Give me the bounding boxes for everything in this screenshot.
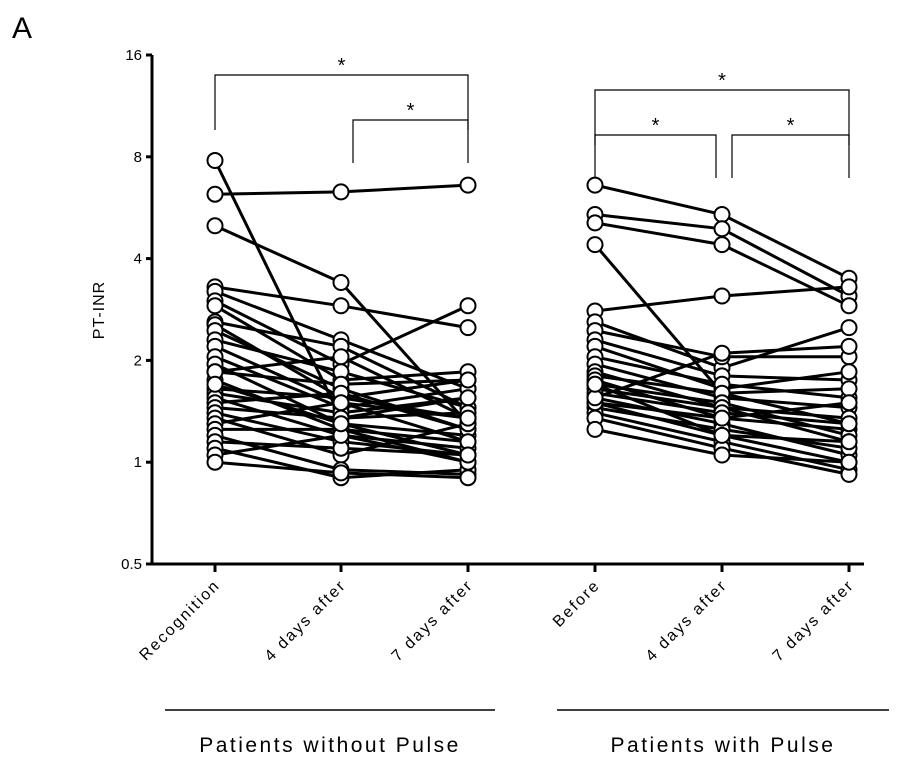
significance-bracket: [214, 74, 469, 130]
x-tick-label: 7 days after: [389, 577, 477, 665]
data-point: [206, 375, 224, 393]
data-point: [206, 297, 224, 315]
data-point: [459, 176, 477, 194]
data-point: [713, 220, 731, 238]
data-points: [206, 152, 858, 487]
x-tick-label: 4 days after: [643, 577, 731, 665]
significance-bracket: [594, 134, 717, 178]
data-point: [840, 394, 858, 412]
data-point: [459, 446, 477, 464]
significance-marker: *: [787, 115, 795, 137]
data-point: [713, 446, 731, 464]
data-point: [332, 394, 350, 412]
data-point: [332, 297, 350, 315]
x-tick-label: Recognition: [137, 577, 224, 664]
data-point: [840, 415, 858, 433]
significance-marker: *: [407, 100, 415, 122]
data-point: [459, 409, 477, 427]
data-point: [713, 409, 731, 427]
data-point: [713, 206, 731, 223]
data-point: [206, 152, 224, 169]
x-tick-label: Before: [550, 577, 604, 631]
data-point: [332, 183, 350, 201]
data-point: [586, 375, 604, 393]
data-point: [713, 236, 731, 254]
significance-brackets: * * * * *: [214, 55, 850, 178]
y-tick-label: 16: [125, 47, 142, 64]
x-tick-label: 4 days after: [262, 577, 350, 665]
data-point: [586, 420, 604, 438]
subject-lines: [213, 159, 850, 480]
data-point: [206, 453, 224, 471]
x-tick-label: 7 days after: [770, 577, 858, 665]
data-point: [840, 363, 858, 381]
data-point: [459, 469, 477, 487]
data-point: [840, 380, 858, 398]
group-label: Patients without Pulse: [199, 734, 461, 757]
significance-marker: *: [338, 55, 346, 77]
data-point: [586, 176, 604, 194]
data-point: [840, 319, 858, 337]
y-tick-label: 0.5: [121, 556, 142, 573]
group-label: Patients with Pulse: [611, 734, 836, 757]
data-point: [332, 464, 350, 482]
significance-bracket: [594, 89, 850, 145]
data-point: [206, 217, 224, 235]
significance-bracket: [731, 134, 850, 178]
data-point: [459, 319, 477, 337]
data-point: [586, 236, 604, 254]
y-tick-label: 2: [134, 352, 142, 369]
data-point: [840, 297, 858, 315]
data-point: [459, 297, 477, 315]
y-axis-label: PT-INR: [91, 281, 108, 339]
data-point: [332, 274, 350, 291]
data-point: [206, 185, 224, 203]
data-point: [840, 337, 858, 355]
data-point: [459, 389, 477, 407]
significance-marker: *: [652, 115, 660, 137]
significance-marker: *: [718, 70, 726, 92]
y-tick-label: 1: [134, 454, 142, 471]
panel-letter: A: [12, 12, 32, 45]
axes: 0.5 1 2 4 8 16: [121, 47, 864, 573]
y-tick-label: 8: [134, 149, 142, 166]
data-point: [713, 287, 731, 305]
data-point: [459, 371, 477, 389]
data-point: [586, 214, 604, 232]
y-tick-label: 4: [134, 251, 142, 268]
data-point: [840, 453, 858, 471]
data-point: [840, 433, 858, 451]
significance-bracket: [352, 119, 469, 163]
data-point: [713, 426, 731, 444]
data-point: [332, 348, 350, 366]
data-point: [713, 344, 731, 362]
data-point: [840, 278, 858, 296]
data-point: [332, 415, 350, 433]
